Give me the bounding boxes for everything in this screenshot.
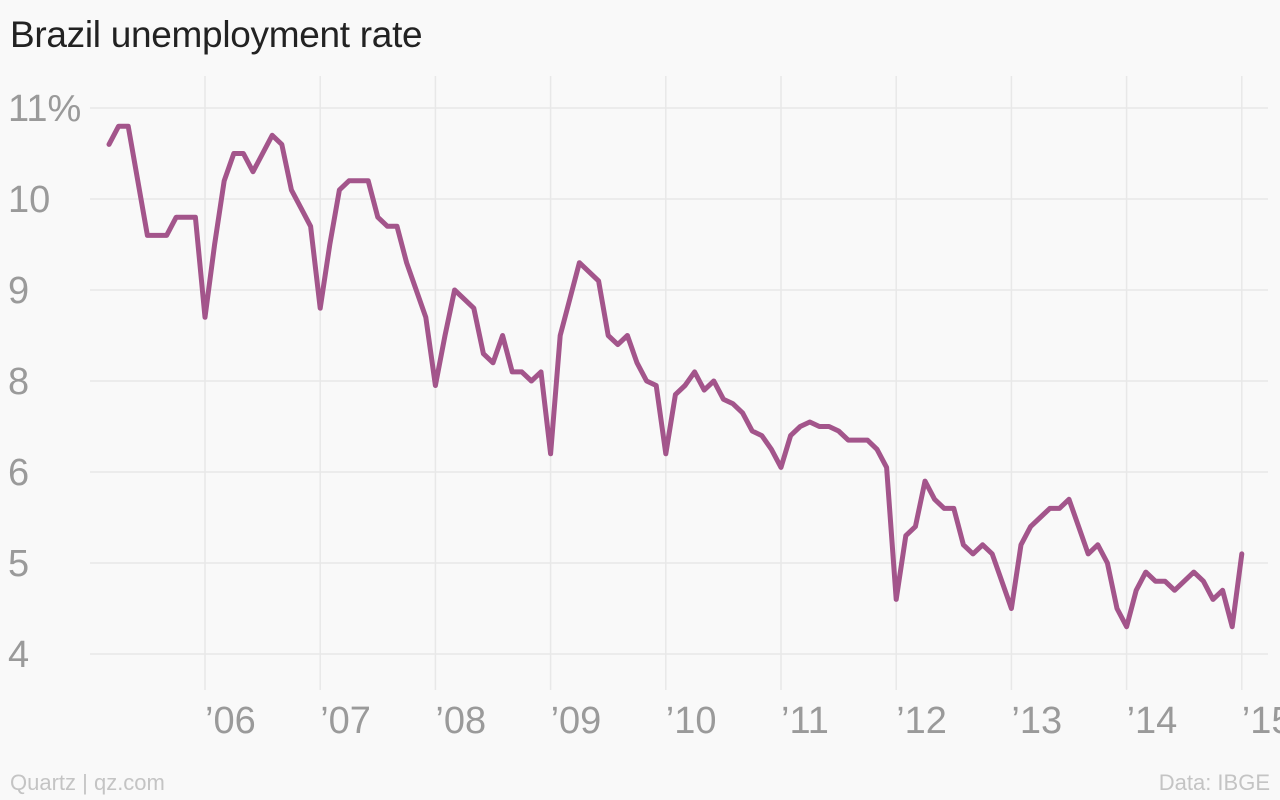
x-tick-label: ’08 (435, 700, 486, 742)
series-line-unemployment (106, 123, 1245, 630)
x-tick-label: ’14 (1127, 700, 1178, 742)
x-tick-label: ’10 (666, 700, 717, 742)
x-axis-labels: ’06 ’07 ’08 ’09 ’10 ’11 ’12 ’13 ’14 ’15 (205, 700, 1280, 742)
chart-title: Brazil unemployment rate (10, 14, 423, 55)
gridlines (90, 76, 1268, 690)
y-tick-label: 9 (8, 270, 29, 312)
y-tick-label: 10 (8, 179, 50, 221)
y-tick-label: 5 (8, 543, 29, 585)
footer-source: Data: IBGE (1158, 770, 1270, 795)
x-tick-label: ’13 (1011, 700, 1062, 742)
y-tick-label: 4 (8, 634, 29, 676)
footer-credit: Quartz | qz.com (10, 770, 165, 795)
y-tick-label: 11% (8, 88, 81, 130)
x-tick-label: ’06 (205, 700, 256, 742)
x-tick-label: ’11 (781, 700, 829, 742)
x-tick-label: ’09 (551, 700, 602, 742)
y-tick-label: 6 (8, 452, 29, 494)
x-tick-label: ’12 (896, 700, 947, 742)
x-tick-label: ’15 (1242, 700, 1280, 742)
y-axis-labels: 11% 10 9 8 6 5 4 (8, 88, 81, 676)
y-tick-label: 8 (8, 361, 29, 403)
x-tick-label: ’07 (320, 700, 371, 742)
